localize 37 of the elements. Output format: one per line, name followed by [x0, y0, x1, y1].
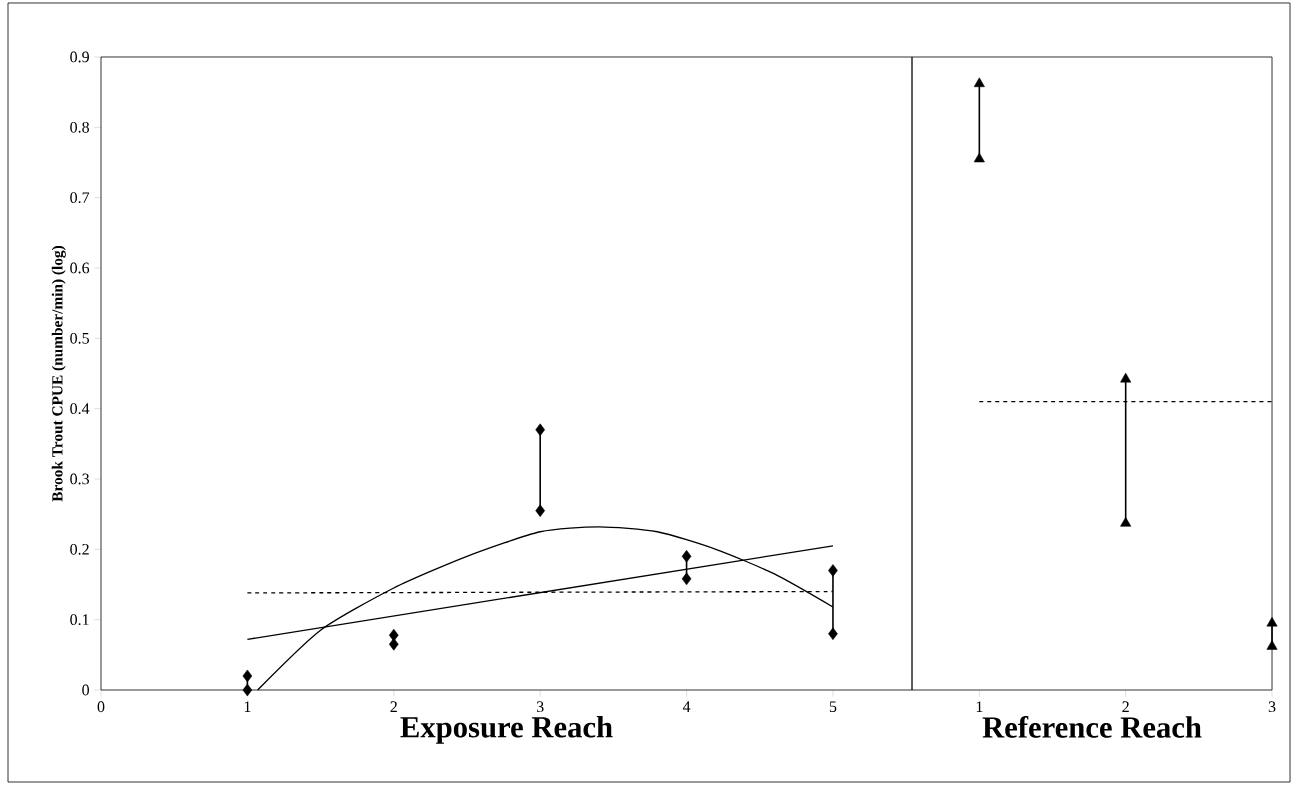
point: [681, 550, 692, 563]
point: [828, 627, 838, 640]
point: [535, 504, 545, 517]
y-tick-label: 0.5: [70, 332, 90, 344]
x-tick-label: 2: [390, 701, 397, 712]
y-tick-label: 0.1: [70, 614, 89, 626]
x-axis-title: Reference Reach: [982, 715, 1202, 738]
x-tick-label: 1: [976, 701, 983, 712]
y-tick-label: 0.3: [70, 473, 90, 485]
x-tick-label: 3: [536, 701, 544, 713]
point: [535, 423, 545, 437]
x-tick-label: 3: [1268, 701, 1276, 713]
y-tick-label: 0.7: [70, 192, 90, 204]
y-tick-label: 0.2: [70, 543, 89, 555]
y-tick-label: 0: [82, 684, 90, 696]
x-tick-label: 0: [97, 701, 105, 713]
point: [973, 77, 985, 87]
point: [242, 669, 253, 683]
x-tick-label: 1: [244, 701, 251, 712]
y-tick-label: 0.8: [70, 121, 90, 133]
x-tick-label: 5: [829, 701, 837, 712]
x-tick-label: 2: [1122, 701, 1129, 712]
y-tick-label: 0.6: [70, 262, 90, 274]
point: [681, 572, 692, 586]
point: [828, 564, 838, 577]
point: [1266, 640, 1278, 650]
point: [973, 152, 985, 163]
x-tick-label: 4: [682, 701, 691, 712]
point: [1266, 616, 1278, 627]
y-axis-title: Brook Trout CPUE (number/min) (log): [51, 245, 66, 502]
point: [1120, 517, 1132, 527]
y-tick-label: 0.9: [70, 51, 89, 63]
x-axis-title: Exposure Reach: [400, 715, 613, 744]
point: [242, 683, 253, 697]
y-tick-label: 0.4: [70, 403, 90, 415]
point: [389, 638, 399, 651]
point: [1120, 372, 1132, 383]
